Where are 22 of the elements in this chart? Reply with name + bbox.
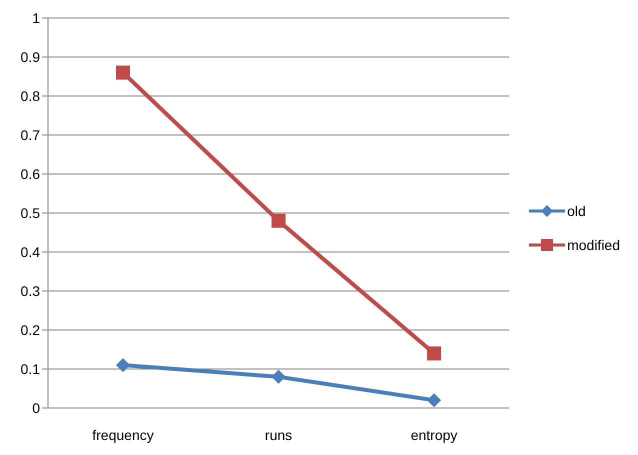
y-tick-label: 0.7 <box>20 126 40 143</box>
y-tick-label: 0.2 <box>20 322 40 338</box>
y-tick-label: 0.5 <box>20 204 40 221</box>
point <box>272 370 286 384</box>
y-tick-label: 0.6 <box>20 166 40 182</box>
legend-label: old <box>567 203 586 219</box>
y-tick-label: 0.8 <box>20 88 40 104</box>
y-tick-label: 0 <box>32 400 40 416</box>
x-tick-label: runs <box>264 426 292 443</box>
y-tick-label: 0.1 <box>20 360 40 377</box>
point <box>427 393 442 408</box>
legend-label: modified <box>567 237 620 253</box>
y-tick-label: 1 <box>32 10 40 26</box>
y-tick-label: 0.3 <box>20 282 40 299</box>
point <box>427 346 442 360</box>
y-tick-label: 0.9 <box>20 48 40 65</box>
point <box>116 66 130 80</box>
point <box>272 214 286 228</box>
y-tick-label: 0.4 <box>20 244 40 260</box>
point <box>116 358 130 372</box>
x-tick-label: entropy <box>410 426 458 443</box>
x-tick-label: frequency <box>92 426 154 443</box>
